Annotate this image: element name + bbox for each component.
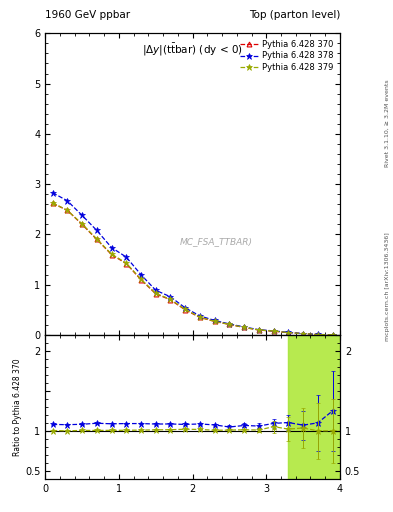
Pythia 6.428 378 xyxy=(212,317,217,324)
Bar xyxy=(288,335,340,479)
Pythia 6.428 370 xyxy=(330,332,335,338)
Pythia 6.428 370 xyxy=(109,251,114,258)
Pythia 6.428 370 xyxy=(50,200,55,206)
Pythia 6.428 378 xyxy=(65,198,70,204)
Pythia 6.428 379 xyxy=(65,207,70,214)
Pythia 6.428 370 xyxy=(139,276,143,283)
Pythia 6.428 379 xyxy=(94,236,99,242)
Pythia 6.428 370 xyxy=(227,322,232,328)
Pythia 6.428 379 xyxy=(316,331,320,337)
Pythia 6.428 370 xyxy=(212,318,217,325)
Pythia 6.428 378 xyxy=(94,227,99,233)
Pythia 6.428 379 xyxy=(109,251,114,257)
Pythia 6.428 370 xyxy=(168,297,173,303)
Pythia 6.428 370 xyxy=(301,331,305,337)
Pythia 6.428 378 xyxy=(242,324,246,330)
Line: Pythia 6.428 370: Pythia 6.428 370 xyxy=(50,201,335,337)
Pythia 6.428 379 xyxy=(124,260,129,266)
Bar xyxy=(288,335,340,479)
Pythia 6.428 370 xyxy=(286,330,291,336)
Line: Pythia 6.428 379: Pythia 6.428 379 xyxy=(50,200,336,338)
Pythia 6.428 378 xyxy=(124,254,129,260)
Legend: Pythia 6.428 370, Pythia 6.428 378, Pythia 6.428 379: Pythia 6.428 370, Pythia 6.428 378, Pyth… xyxy=(238,37,336,74)
Pythia 6.428 379 xyxy=(242,324,246,330)
Pythia 6.428 378 xyxy=(50,189,55,196)
Pythia 6.428 378 xyxy=(301,330,305,336)
Pythia 6.428 379 xyxy=(183,306,187,312)
Pythia 6.428 378 xyxy=(153,287,158,293)
Pythia 6.428 378 xyxy=(109,244,114,250)
Text: MC_FSA_TTBAR): MC_FSA_TTBAR) xyxy=(180,238,253,246)
Pythia 6.428 378 xyxy=(257,327,261,333)
Line: Pythia 6.428 378: Pythia 6.428 378 xyxy=(50,189,336,338)
Pythia 6.428 378 xyxy=(80,212,84,219)
Pythia 6.428 378 xyxy=(286,329,291,335)
Text: 1960 GeV ppbar: 1960 GeV ppbar xyxy=(45,10,130,20)
Pythia 6.428 378 xyxy=(271,328,276,334)
Pythia 6.428 378 xyxy=(198,313,202,319)
Pythia 6.428 370 xyxy=(316,331,320,337)
Pythia 6.428 379 xyxy=(153,290,158,296)
Pythia 6.428 370 xyxy=(198,314,202,321)
Pythia 6.428 379 xyxy=(198,314,202,320)
Pythia 6.428 378 xyxy=(183,305,187,311)
Pythia 6.428 379 xyxy=(50,200,55,206)
Pythia 6.428 370 xyxy=(242,325,246,331)
Pythia 6.428 378 xyxy=(316,331,320,337)
Text: mcplots.cern.ch [arXiv:1306.3436]: mcplots.cern.ch [arXiv:1306.3436] xyxy=(385,232,389,341)
Pythia 6.428 378 xyxy=(227,321,232,327)
Pythia 6.428 378 xyxy=(139,271,143,278)
Pythia 6.428 370 xyxy=(65,207,70,214)
Pythia 6.428 379 xyxy=(139,276,143,282)
Pythia 6.428 370 xyxy=(80,221,84,227)
Pythia 6.428 379 xyxy=(168,296,173,303)
Pythia 6.428 379 xyxy=(301,331,305,337)
Pythia 6.428 370 xyxy=(183,307,187,313)
Pythia 6.428 379 xyxy=(212,318,217,325)
Y-axis label: Ratio to Pythia 6.428 370: Ratio to Pythia 6.428 370 xyxy=(13,358,22,456)
Pythia 6.428 370 xyxy=(124,261,129,267)
Pythia 6.428 378 xyxy=(168,294,173,300)
Pythia 6.428 370 xyxy=(94,237,99,243)
Pythia 6.428 378 xyxy=(330,332,335,338)
Pythia 6.428 370 xyxy=(257,327,261,333)
Pythia 6.428 379 xyxy=(80,221,84,227)
Pythia 6.428 379 xyxy=(271,328,276,334)
Pythia 6.428 379 xyxy=(330,332,335,338)
Text: $|\Delta y|$(t$\bar{\mathsf{t}}$bar) (dy < 0): $|\Delta y|$(t$\bar{\mathsf{t}}$bar) (dy… xyxy=(142,42,243,58)
Pythia 6.428 379 xyxy=(286,330,291,336)
Text: Rivet 3.1.10, ≥ 3.2M events: Rivet 3.1.10, ≥ 3.2M events xyxy=(385,79,389,167)
Pythia 6.428 379 xyxy=(227,322,232,328)
Pythia 6.428 379 xyxy=(257,327,261,333)
Pythia 6.428 370 xyxy=(271,328,276,334)
Pythia 6.428 370 xyxy=(153,291,158,297)
Text: Top (parton level): Top (parton level) xyxy=(248,10,340,20)
